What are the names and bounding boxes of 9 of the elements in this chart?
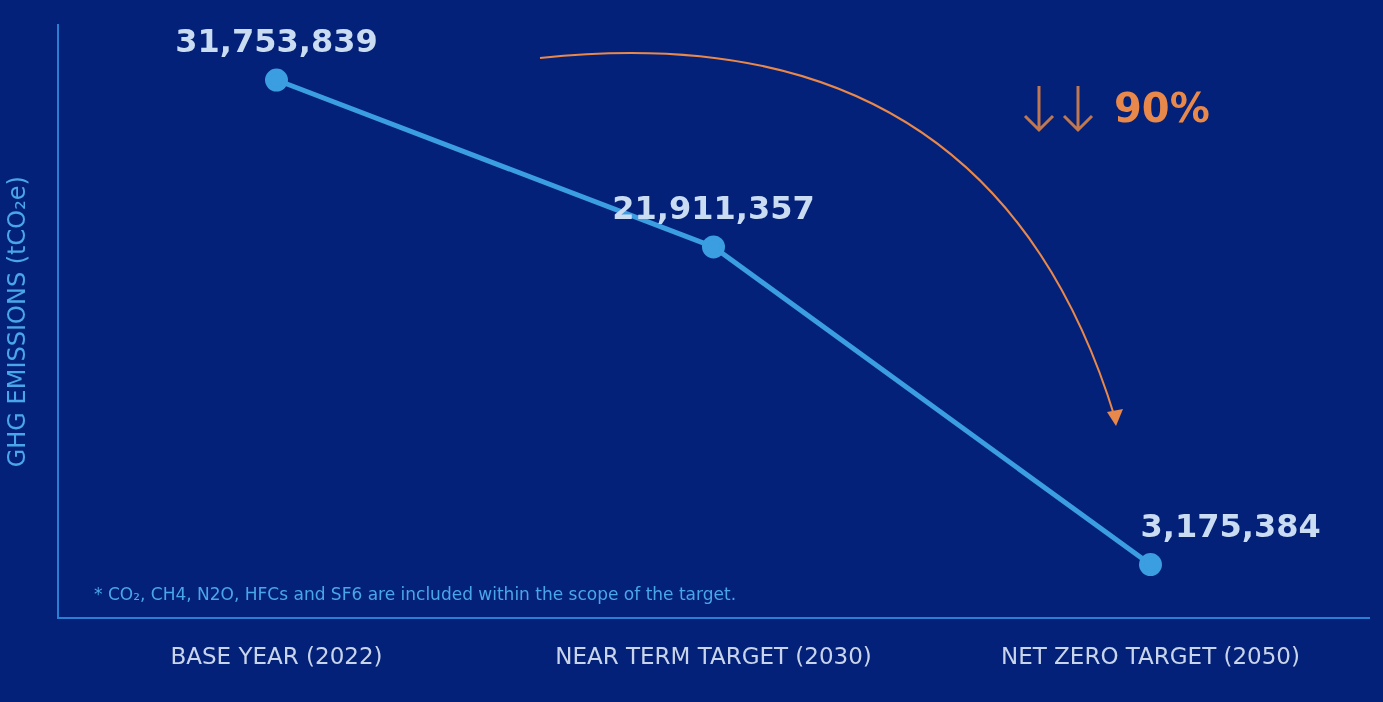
y-axis-title: GHG EMISSIONS (tCO₂e) [2, 176, 31, 468]
text: * CO₂, CH4, N2O, HFCs and SF6 are included within the scope of the target. [94, 584, 737, 604]
data-label: 21,911,357 [612, 188, 815, 227]
x-tick-label: NEAR TERM TARGET (2030) [555, 643, 872, 670]
x-tick-label: BASE YEAR (2022) [170, 643, 383, 670]
data-label: 3,175,384 [1140, 506, 1321, 545]
data-label: 31,753,839 [175, 22, 378, 61]
x-tick-label: NET ZERO TARGET (2050) [1001, 643, 1300, 670]
annotation: 90% [1114, 85, 1210, 131]
